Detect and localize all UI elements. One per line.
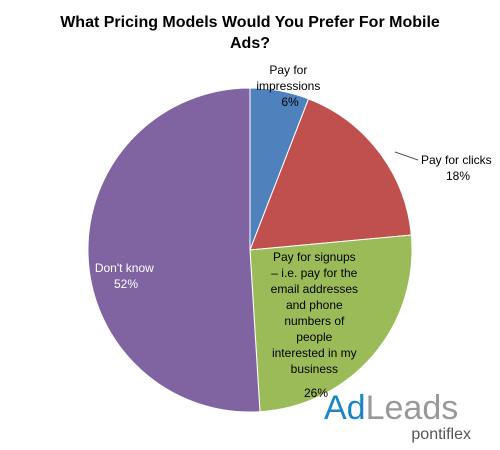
- slice-clicks: [249, 98, 412, 251]
- logo-leads: Leads: [366, 389, 459, 427]
- label-signups: Pay for signups – i.e. pay for the email…: [271, 250, 362, 400]
- label-impressions: Pay for impressions 6%: [256, 63, 323, 109]
- label-signups-l7: interested in my: [272, 346, 357, 360]
- label-impressions-l1: Pay for: [269, 63, 307, 77]
- adleads-logo: AdLeads pontiflex: [324, 389, 471, 443]
- svg-text:AdLeads: AdLeads: [324, 389, 458, 427]
- label-dont-know-pct: 52%: [114, 277, 138, 291]
- logo-ad: Ad: [324, 389, 366, 427]
- slice-signups: [249, 234, 413, 413]
- chart-title-line1: What Pricing Models Would You Prefer For…: [60, 14, 440, 31]
- label-signups-l5: numbers of: [284, 314, 345, 328]
- label-signups-l2: – i.e. pay for the: [271, 266, 357, 280]
- label-impressions-pct: 6%: [281, 95, 299, 109]
- label-impressions-l2: impressions: [256, 79, 320, 93]
- label-dont-know: Don't know 52%: [95, 261, 157, 291]
- label-signups-l1: Pay for signups: [273, 250, 356, 264]
- label-clicks: Pay for clicks 18%: [421, 153, 495, 183]
- label-signups-pct: 26%: [304, 386, 328, 400]
- pie-slices: [87, 87, 413, 413]
- logo-pontiflex: pontiflex: [411, 426, 471, 443]
- label-signups-l3: email addresses: [271, 282, 358, 296]
- label-clicks-pct: 18%: [446, 169, 470, 183]
- label-signups-l4: and phone: [286, 298, 343, 312]
- label-dont-know-l1: Don't know: [95, 261, 154, 275]
- leader-line-clicks: [394, 151, 419, 161]
- label-signups-l8: business: [291, 362, 338, 376]
- label-signups-l6: people: [296, 330, 332, 344]
- chart-title-line2: Ads?: [230, 35, 270, 52]
- label-clicks-l1: Pay for clicks: [421, 153, 492, 167]
- slice-dont-know: [87, 87, 261, 413]
